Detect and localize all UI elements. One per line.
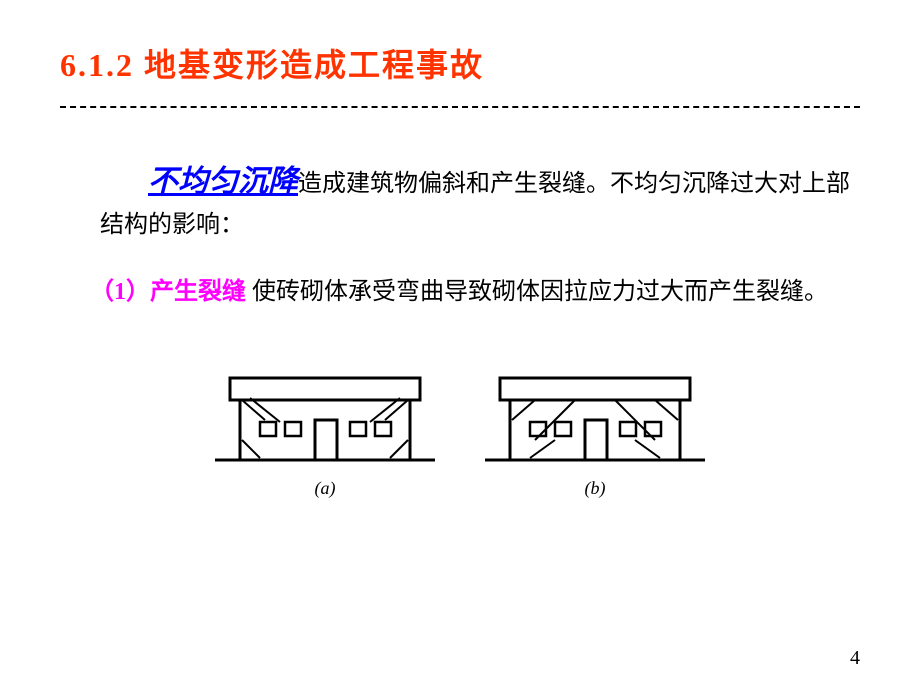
diagram-label-a: (a) [315,478,336,499]
subsection-label: （1）产生裂缝 [90,279,246,305]
slide-container: 6.1.2 地基变形造成工程事故 不均匀沉降造成建筑物偏斜和产生裂缝。不均匀沉降… [0,0,920,690]
diagram-b-wrapper: (b) [480,340,710,499]
page-number: 4 [850,647,860,670]
subsection: （1）产生裂缝 使砖砌体承受弯曲导致砌体因拉应力过大而产生裂缝。 [60,274,860,310]
intro-paragraph: 不均匀沉降造成建筑物偏斜和产生裂缝。不均匀沉降过大对上部结构的影响： [60,158,860,244]
divider-line [60,106,860,108]
section-title: 6.1.2 地基变形造成工程事故 [60,40,860,86]
diagram-a [210,340,440,470]
emphasis-text: 不均匀沉降 [148,165,298,198]
diagram-a-wrapper: (a) [210,340,440,499]
subsection-text: 使砖砌体承受弯曲导致砌体因拉应力过大而产生裂缝。 [246,279,828,305]
diagram-b [480,340,710,470]
diagram-container: (a) [60,340,860,499]
diagram-label-b: (b) [585,478,606,499]
